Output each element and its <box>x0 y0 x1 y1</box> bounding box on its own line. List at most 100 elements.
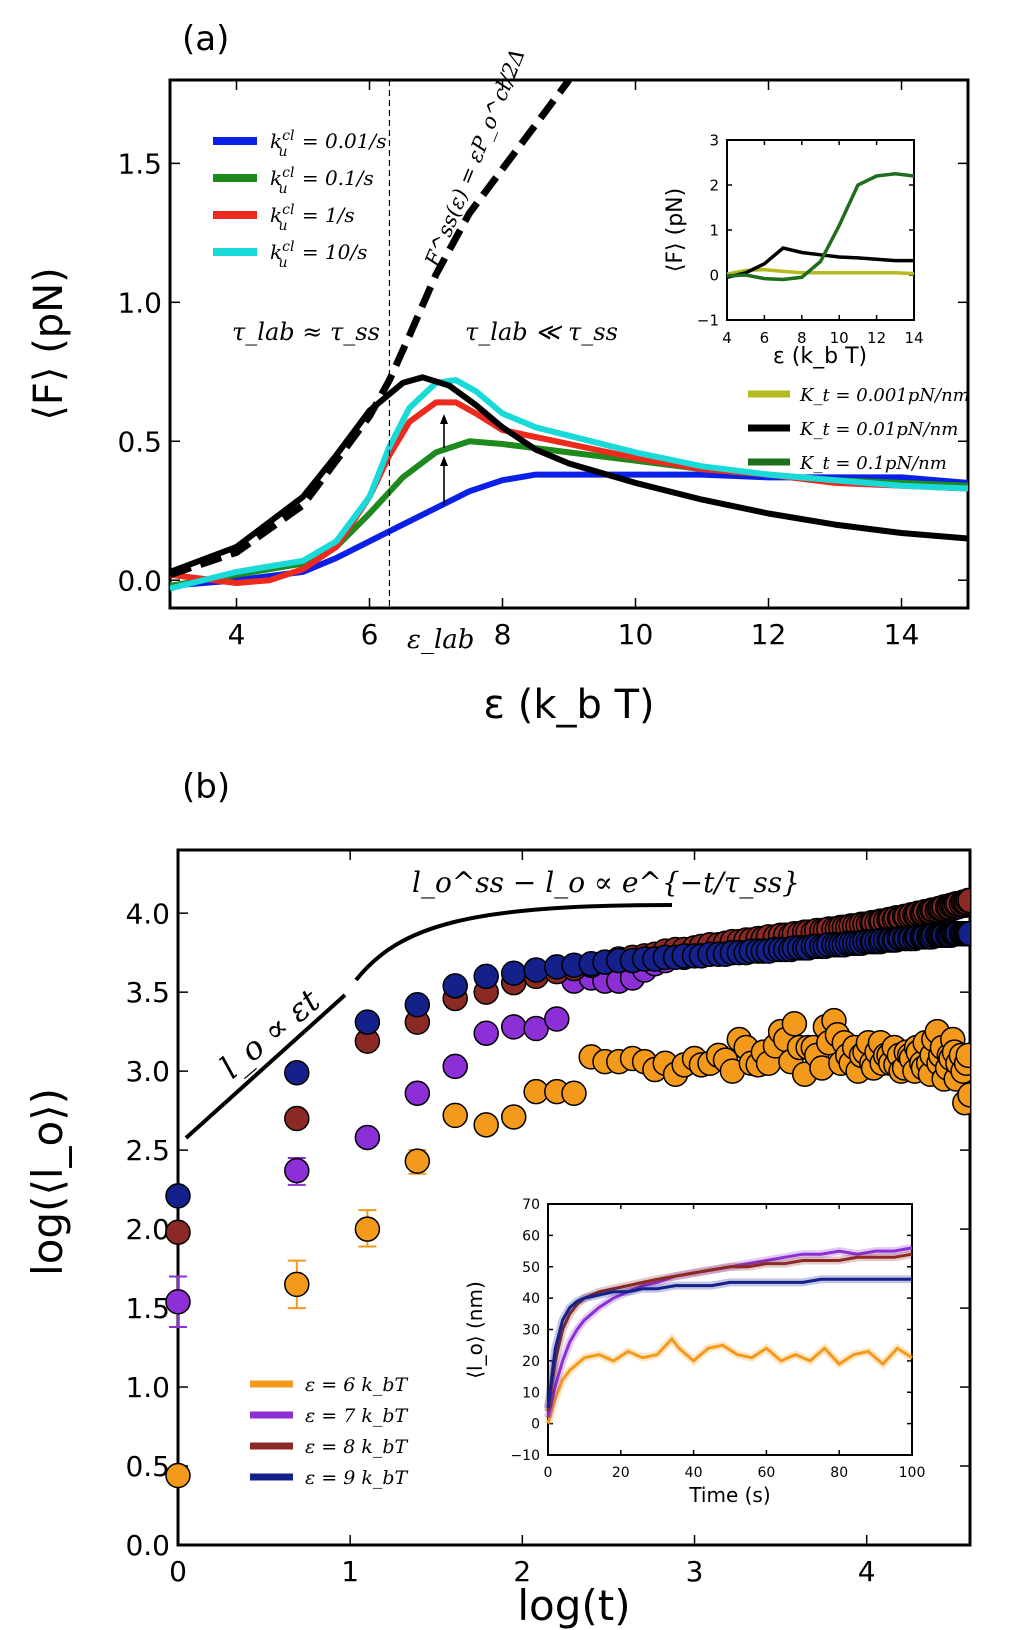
line-a-series-5 <box>170 80 572 579</box>
line-inset-a-2 <box>726 172 915 282</box>
bi-ytick-label: 20 <box>522 1354 540 1370</box>
inset-b-frame <box>547 1203 913 1456</box>
point-b-series-1 <box>404 1080 431 1106</box>
bi-ytick-label: 30 <box>522 1323 540 1339</box>
bi-ytick-label: 40 <box>522 1291 540 1307</box>
point-b-series-1 <box>523 1015 549 1042</box>
a-xtick-label: 6 <box>361 618 379 651</box>
point-b-series-2 <box>957 887 970 914</box>
b-ytick-label: 0.5 <box>125 1450 170 1483</box>
point-b-series-0 <box>284 1271 310 1298</box>
inset-a-lines <box>726 172 915 282</box>
legend-inset-a-label-0: K_t = 0.001pN/nm <box>799 385 970 406</box>
bi-xtick-label: 20 <box>612 1465 630 1481</box>
point-b-series-3 <box>284 1059 310 1086</box>
point-b-series-0 <box>500 1104 527 1130</box>
a-ytick-label: 1.0 <box>117 286 162 319</box>
a-xtick-label: 8 <box>494 618 512 651</box>
b-xtick-label: 1 <box>341 1555 359 1588</box>
point-b-series-0 <box>165 1462 191 1489</box>
b-ytick-label: 1.5 <box>125 1292 170 1325</box>
tau-left-annotation: τ_lab ≈ τ_ss <box>232 318 380 346</box>
relax-annotation: l_o^ss − l_o ∝ e^{−t/τ_ss} <box>412 866 800 899</box>
point-b-series-1 <box>544 1006 570 1032</box>
a-ytick-label: 0.0 <box>117 564 162 597</box>
legend-a-label-0: kcl u = 0.01/s <box>270 128 387 160</box>
bi-xtick-label: 40 <box>685 1465 703 1481</box>
line-a-series-0 <box>170 471 968 589</box>
b-ytick-label: 1.0 <box>125 1371 170 1404</box>
inset-a-legend: K_t = 0.001pN/nm K_t = 0.01pN/nm K_t = 0.1… <box>748 385 970 474</box>
line-a-series-3 <box>170 377 968 592</box>
legend-b-label-2: ε = 8 k_bT <box>305 1436 408 1458</box>
bi-xtick-label: 100 <box>899 1465 926 1481</box>
point-b-series-0 <box>442 1102 468 1129</box>
panel-a-lines <box>170 80 968 592</box>
point-b-series-3 <box>473 963 499 990</box>
panel-a-legend: kcl u = 0.01/s kcl u = 0.1/s kcl u = 1/s kcl u … <box>213 128 387 271</box>
inset-b-xlabel: Time (s) <box>688 1483 770 1507</box>
bi-ytick-label: 50 <box>522 1260 540 1276</box>
legend-inset-a-label-2: K_t = 0.1pN/nm <box>799 453 947 474</box>
panel-b: (b) 0 1 2 3 4 0.0 0.5 1.0 1.5 2.0 2.5 3.0 3.5 4.0 l_o… <box>23 767 972 1630</box>
panel-a-ticks: 4 6 8 10 12 140.00.51.01.5 <box>117 80 968 651</box>
panel-b-points <box>165 887 970 1489</box>
points-b-group <box>165 887 970 1489</box>
b-xtick-label: 0 <box>169 1555 187 1588</box>
linear-guide <box>184 993 347 1140</box>
point-b-series-0 <box>404 1148 431 1174</box>
shift-arrows <box>440 414 448 505</box>
inset-b-ylabel: ⟨l_o⟩ (nm) <box>463 1281 487 1379</box>
point-b-series-0 <box>955 1042 970 1069</box>
point-b-series-2 <box>165 1219 191 1245</box>
line-inset-a-1 <box>726 246 914 280</box>
point-b-series-1 <box>354 1124 381 1151</box>
legend-b-label-3: ε = 9 k_bT <box>305 1467 408 1489</box>
ai-xtick-label: 10 <box>830 329 849 347</box>
point-b-series-0 <box>957 1082 970 1108</box>
b-ytick-label: 0.0 <box>125 1529 170 1562</box>
b-ytick-label: 2.0 <box>125 1213 170 1246</box>
point-b-series-1 <box>500 1014 527 1040</box>
b-xtick-label: 3 <box>686 1555 704 1588</box>
linear-annotation: l_o ∝ εt <box>213 981 328 1086</box>
point-b-series-2 <box>284 1105 310 1132</box>
point-b-series-3 <box>165 1183 191 1209</box>
line-a-series-4 <box>170 374 968 575</box>
point-b-series-1 <box>165 1289 191 1315</box>
legend-a-label-2: kcl u = 1/s <box>270 202 355 234</box>
panel-a-label: (a) <box>182 19 229 59</box>
point-b-series-0 <box>354 1216 381 1242</box>
ai-ytick-label: 0 <box>709 266 719 284</box>
legend-inset-a-label-1: K_t = 0.01pN/nm <box>799 419 958 440</box>
point-b-series-1 <box>442 1053 468 1080</box>
bi-ytick-label: 60 <box>522 1228 540 1244</box>
bi-ytick-label: 70 <box>522 1197 540 1213</box>
panel-b-xlabel: log(t) <box>517 1581 630 1630</box>
a-ytick-label: 0.5 <box>117 425 162 458</box>
ai-ytick-label: 1 <box>709 221 719 239</box>
panel-b-ticks: 0 1 2 3 4 0.0 0.5 1.0 1.5 2.0 2.5 3.0 3.5 4.0 <box>125 850 970 1588</box>
inset-a-ylabel: ⟨F⟩ (pN) <box>663 188 688 272</box>
a-xtick-label: 10 <box>618 618 654 651</box>
bi-ytick-label: 0 <box>531 1417 540 1433</box>
point-b-series-3 <box>957 920 970 947</box>
ai-ytick-label: 3 <box>709 131 719 149</box>
panel-b-legend: ε = 6 k_bT ε = 7 k_bT ε = 8 k_bT ε = 9 k_bT <box>250 1374 408 1489</box>
bi-xtick-label: 60 <box>757 1465 775 1481</box>
a-xtick-label: 12 <box>751 618 787 651</box>
relax-guide <box>354 903 673 982</box>
ai-xtick-label: 8 <box>797 329 807 347</box>
ai-xtick-label: 6 <box>760 329 770 347</box>
legend-a-label-1: kcl u = 0.1/s <box>270 165 374 197</box>
tau-right-annotation: τ_lab ≪ τ_ss <box>465 318 618 346</box>
eps-lab-annotation: ε_lab <box>407 625 474 655</box>
bi-ytick-label: 10 <box>522 1385 540 1401</box>
panel-b-ylabel: log(⟨l_o⟩) <box>23 1088 72 1276</box>
point-b-series-3 <box>442 973 468 999</box>
legend-b-label-1: ε = 7 k_bT <box>305 1405 408 1427</box>
